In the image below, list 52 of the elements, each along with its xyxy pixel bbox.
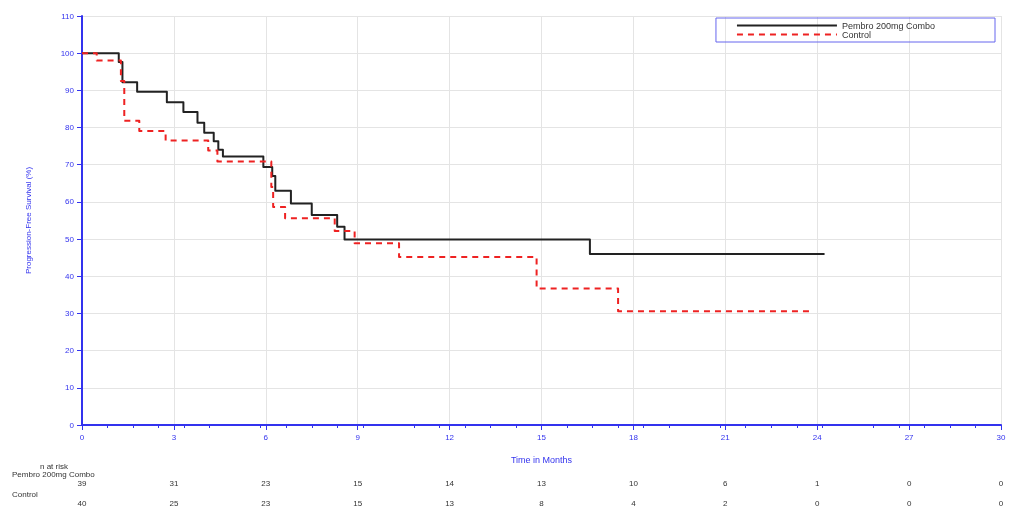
text: 23 (261, 498, 271, 508)
text: 2 (723, 498, 729, 508)
y-tick-label: 110 (61, 11, 75, 21)
text: 14 (445, 478, 455, 488)
text: 6 (723, 478, 729, 488)
text: 0 (998, 478, 1004, 488)
y-tick-label: 100 (60, 48, 75, 58)
text: Pembro 200mg Combo (841, 20, 935, 31)
x-tick-label: 30 (996, 432, 1006, 442)
y-tick-label: 90 (65, 85, 75, 95)
text: 4 (631, 498, 637, 508)
y-tick-label: 0 (69, 420, 75, 430)
text: 13 (537, 478, 547, 488)
text: 25 (169, 498, 179, 508)
x-tick-label: 15 (537, 432, 547, 442)
text: 0 (906, 478, 912, 488)
y-tick-label: 10 (65, 383, 75, 393)
text: 40 (77, 498, 87, 508)
text: 1 (814, 478, 820, 488)
x-axis-title: Time in Months (510, 454, 573, 465)
text: 0 (906, 498, 912, 508)
y-tick-label: 40 (65, 271, 75, 281)
text: 31 (169, 478, 179, 488)
x-tick-label: 12 (445, 432, 455, 442)
text: n at risk (40, 461, 70, 471)
text: 39 (77, 478, 87, 488)
y-tick-label: 60 (65, 197, 75, 207)
text: 23 (261, 478, 271, 488)
x-tick-label: 24 (812, 432, 823, 442)
y-tick-label: 20 (65, 346, 75, 356)
text: Control (841, 29, 871, 40)
x-tick-label: 27 (904, 432, 915, 442)
text: 10 (628, 478, 639, 488)
y-tick-label: 50 (65, 234, 75, 244)
x-tick-label: 21 (720, 432, 731, 442)
x-tick-label: 3 (171, 432, 177, 442)
x-tick-label: 0 (79, 432, 85, 442)
text: 0 (998, 498, 1004, 508)
y-tick-label: 80 (65, 123, 75, 133)
x-tick-label: 9 (355, 432, 361, 442)
text: 15 (353, 478, 363, 488)
text: Pembro 200mg Combo (12, 469, 96, 479)
y-tick-label: 70 (65, 160, 75, 170)
y-tick-label: 30 (65, 308, 75, 318)
text: 0 (814, 498, 820, 508)
text: 15 (353, 498, 363, 508)
x-tick-label: 18 (628, 432, 639, 442)
x-tick-label: 6 (263, 432, 269, 442)
text: 8 (539, 498, 545, 508)
text: Control (12, 489, 39, 499)
text: 13 (445, 498, 455, 508)
y-axis-title: Progression-Free Survival (%) (23, 166, 33, 275)
